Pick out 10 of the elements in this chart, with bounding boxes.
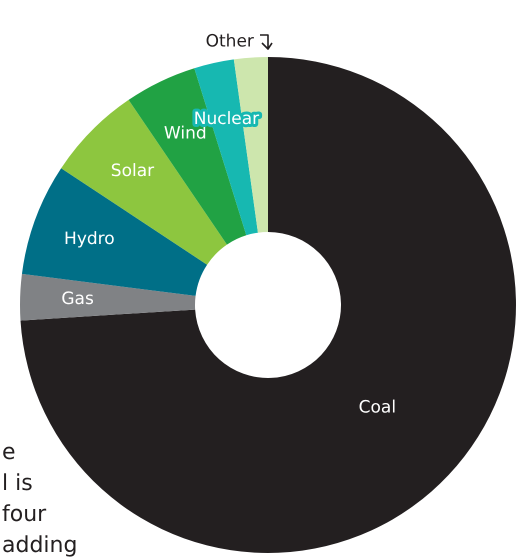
slice-label: Gas bbox=[61, 289, 94, 310]
slice-label: Other bbox=[206, 32, 254, 52]
donut-slice bbox=[20, 274, 196, 321]
slice-label: Solar bbox=[110, 161, 154, 182]
text: adding bbox=[2, 533, 78, 558]
text: four bbox=[2, 502, 48, 527]
text: e bbox=[2, 440, 16, 465]
slice-label: Coal bbox=[358, 398, 396, 418]
slice-label: Hydro bbox=[64, 228, 115, 249]
text: l is bbox=[2, 471, 33, 496]
